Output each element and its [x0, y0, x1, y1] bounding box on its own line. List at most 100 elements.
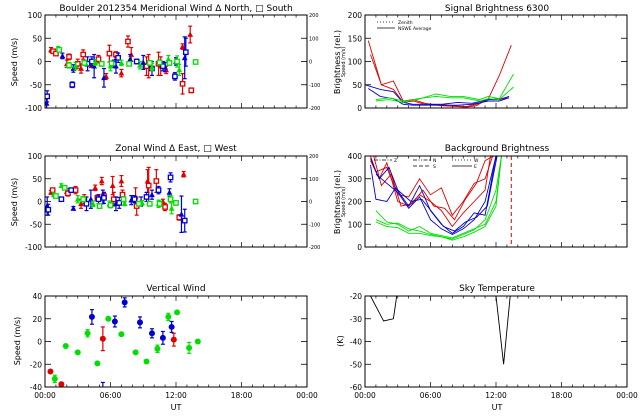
- data-point-triangle: [90, 200, 96, 207]
- data-point-circle: [121, 299, 128, 306]
- y-axis-label: (K): [336, 335, 345, 347]
- data-point-triangle: [179, 43, 186, 50]
- x-ticks: 00:00 06:00 12:00 18:00 00:00: [354, 391, 638, 400]
- data-point-circle: [51, 375, 58, 382]
- legend-s-label: S: [433, 164, 436, 170]
- y-axis-label: Brightness (rel.): [333, 170, 342, 234]
- data-point-square: [192, 59, 199, 65]
- data-point-circle: [194, 338, 201, 345]
- y-tick-label: -50: [30, 81, 42, 90]
- data-point-triangle: [72, 63, 79, 69]
- data-point-circle: [88, 313, 95, 320]
- data-point-circle: [165, 313, 172, 320]
- x-axis-label: UT: [492, 403, 503, 412]
- data-point-triangle: [168, 205, 175, 211]
- data-point-triangle: [70, 205, 77, 211]
- y2-axis-label: Speed (m/s): [341, 47, 347, 77]
- data-point-circle: [111, 318, 118, 325]
- data-point-circle: [168, 323, 175, 330]
- data-point-square: [167, 196, 174, 203]
- data-point-circle: [136, 319, 143, 326]
- data-point-square: [146, 60, 153, 66]
- y-tick-label: -50: [30, 220, 42, 229]
- data-point-triangle: [137, 62, 143, 68]
- data-point-square: [95, 196, 102, 203]
- vertical-wind-panel: Vertical Wind Speed (m/s) UT 40 20 0 -20 -40…: [13, 284, 318, 412]
- data-point-square: [83, 200, 90, 207]
- legend-z-label: Z: [394, 158, 397, 164]
- data-point-circle: [186, 344, 193, 351]
- data-point-square: [182, 49, 189, 56]
- background-brightness-panel: Background Brightness Brightness (rel.) …: [333, 144, 628, 252]
- data-point-square: [80, 196, 87, 203]
- y-tick-label: 200: [348, 198, 363, 207]
- x-tick-label: 00:00: [616, 391, 638, 400]
- y-ticks: 400 300 200 100 0: [348, 152, 628, 252]
- plot-frame: [364, 155, 628, 248]
- y-tick-label: 100: [348, 220, 363, 229]
- data-point-circle: [143, 358, 150, 365]
- data-point-square: [119, 191, 126, 198]
- data-point-square: [98, 60, 105, 67]
- x-tick-label: 00:00: [354, 391, 376, 400]
- y-tick-label: 300: [348, 175, 363, 184]
- data-point-square: [53, 50, 59, 57]
- data-point-circle: [159, 334, 166, 341]
- y2-tick-label: 200: [309, 13, 319, 19]
- data-point-circle: [94, 360, 101, 367]
- legend: Zenith NSWE Average: [377, 20, 432, 32]
- data-point-square: [153, 178, 160, 184]
- data-point-triangle: [101, 74, 107, 81]
- data-point-triangle: [87, 196, 94, 202]
- data-point-circle: [84, 330, 91, 337]
- data-point-square: [45, 206, 52, 213]
- data-point-square: [143, 63, 150, 70]
- y-tick-label: 100: [28, 11, 43, 20]
- series-west-green-: [53, 184, 199, 209]
- series-west-blue-: [45, 172, 188, 233]
- data-point-square: [110, 196, 117, 203]
- panel-title: Sky Temperature: [459, 284, 535, 294]
- plot-marks: [47, 297, 201, 387]
- data-point-square: [56, 47, 63, 53]
- sky-temperature-panel: Sky Temperature (K) UT -20 -30 -40 -50 -60 0…: [336, 284, 638, 412]
- data-point-triangle: [140, 59, 147, 65]
- y-tick-label: 0: [37, 198, 42, 207]
- y-tick-label: -30: [350, 315, 362, 324]
- y2-tick-label: 100: [309, 36, 319, 42]
- data-point-triangle: [74, 196, 81, 202]
- data-point-triangle: [118, 70, 125, 76]
- plot-frame: [364, 295, 628, 388]
- y-tick-label: -20: [350, 292, 362, 301]
- plot-marks: [45, 166, 199, 234]
- series-line-green-2: [375, 86, 514, 103]
- data-point-triangle: [176, 66, 183, 73]
- y2-tick-label: 0: [309, 200, 312, 206]
- y-tick-label: -20: [30, 360, 42, 369]
- y-tick-label: 50: [32, 34, 42, 43]
- y2-ticks: 200 100 0 -100 -200: [309, 13, 320, 112]
- data-point-square: [166, 60, 173, 66]
- data-point-square: [69, 81, 76, 88]
- data-point-square: [49, 187, 56, 193]
- data-point-square: [66, 54, 72, 60]
- data-point-triangle: [180, 171, 187, 177]
- plot-lines: [370, 156, 512, 247]
- x-ticks: 00:00 06:00 12:00 18:00 00:00: [34, 391, 318, 400]
- series-line-sky-temp-2: [495, 296, 511, 365]
- data-point-triangle: [109, 182, 116, 188]
- y-tick-label: 0: [37, 58, 42, 67]
- x-tick-label: 00:00: [34, 391, 56, 400]
- data-point-circle: [148, 330, 155, 337]
- y2-tick-label: -100: [309, 222, 320, 228]
- series-line-green-3: [375, 156, 502, 241]
- data-point-square: [66, 62, 72, 69]
- panel-title: Zonal Wind Δ East, □ West: [115, 144, 237, 154]
- data-point-square: [126, 60, 132, 67]
- y2-tick-label: -200: [309, 106, 320, 112]
- data-point-circle: [62, 343, 69, 350]
- data-point-square: [116, 200, 123, 206]
- series-south-green-: [56, 47, 199, 69]
- data-point-triangle: [121, 200, 128, 207]
